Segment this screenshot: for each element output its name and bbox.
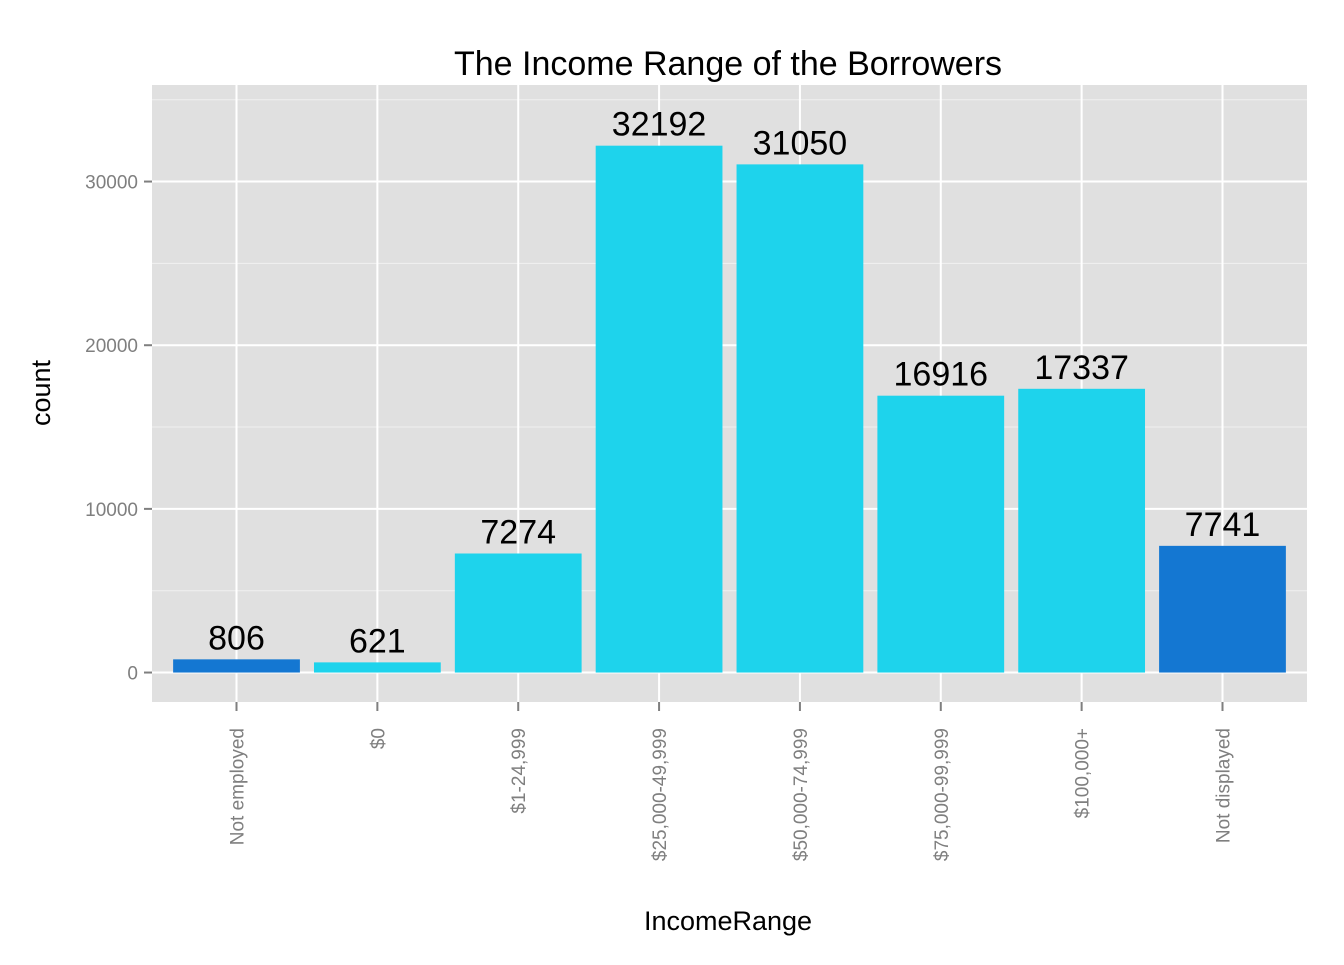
data-label: 32192	[612, 106, 707, 144]
x-tick-label: $0	[368, 728, 389, 749]
bars	[173, 145, 1286, 673]
data-label: 7274	[480, 513, 556, 551]
data-label: 621	[349, 622, 406, 660]
x-tick-label: $50,000-74,999	[791, 728, 812, 861]
x-tick-label: $75,000-99,999	[932, 728, 953, 861]
y-tick-label: 30000	[85, 173, 138, 194]
x-axis: Not employed $0 $1-24,999 $25,000-49,999 $50…	[228, 702, 1234, 861]
data-label: 16916	[894, 356, 989, 394]
chart-title: The Income Range of the Borrowers	[454, 45, 1002, 83]
bar	[454, 553, 582, 673]
data-label: 7741	[1185, 506, 1261, 544]
data-label: 17337	[1034, 349, 1129, 387]
bar	[877, 395, 1005, 673]
x-axis-title: IncomeRange	[644, 906, 812, 936]
data-label: 806	[208, 619, 265, 657]
bar	[1159, 545, 1286, 673]
bar	[313, 662, 441, 673]
bar	[1018, 388, 1146, 673]
y-axis-title: count	[26, 359, 56, 426]
bar	[173, 659, 300, 673]
data-label: 31050	[753, 124, 848, 162]
x-tick-label: $1-24,999	[509, 728, 530, 814]
bar	[736, 164, 864, 673]
y-tick-label: 10000	[85, 500, 138, 521]
bar	[595, 145, 723, 673]
x-tick-label: Not displayed	[1213, 728, 1234, 843]
data-labels: 806 621 7274 32192 31050 16916 17337 7741	[208, 106, 1260, 661]
x-tick-label: Not employed	[228, 728, 249, 845]
x-tick-label: $25,000-49,999	[650, 728, 671, 861]
y-tick-label: 0	[127, 664, 138, 685]
y-tick-label: 20000	[85, 336, 138, 357]
y-axis: 0 10000 20000 30000	[85, 173, 152, 685]
x-tick-label: $100,000+	[1073, 728, 1094, 818]
